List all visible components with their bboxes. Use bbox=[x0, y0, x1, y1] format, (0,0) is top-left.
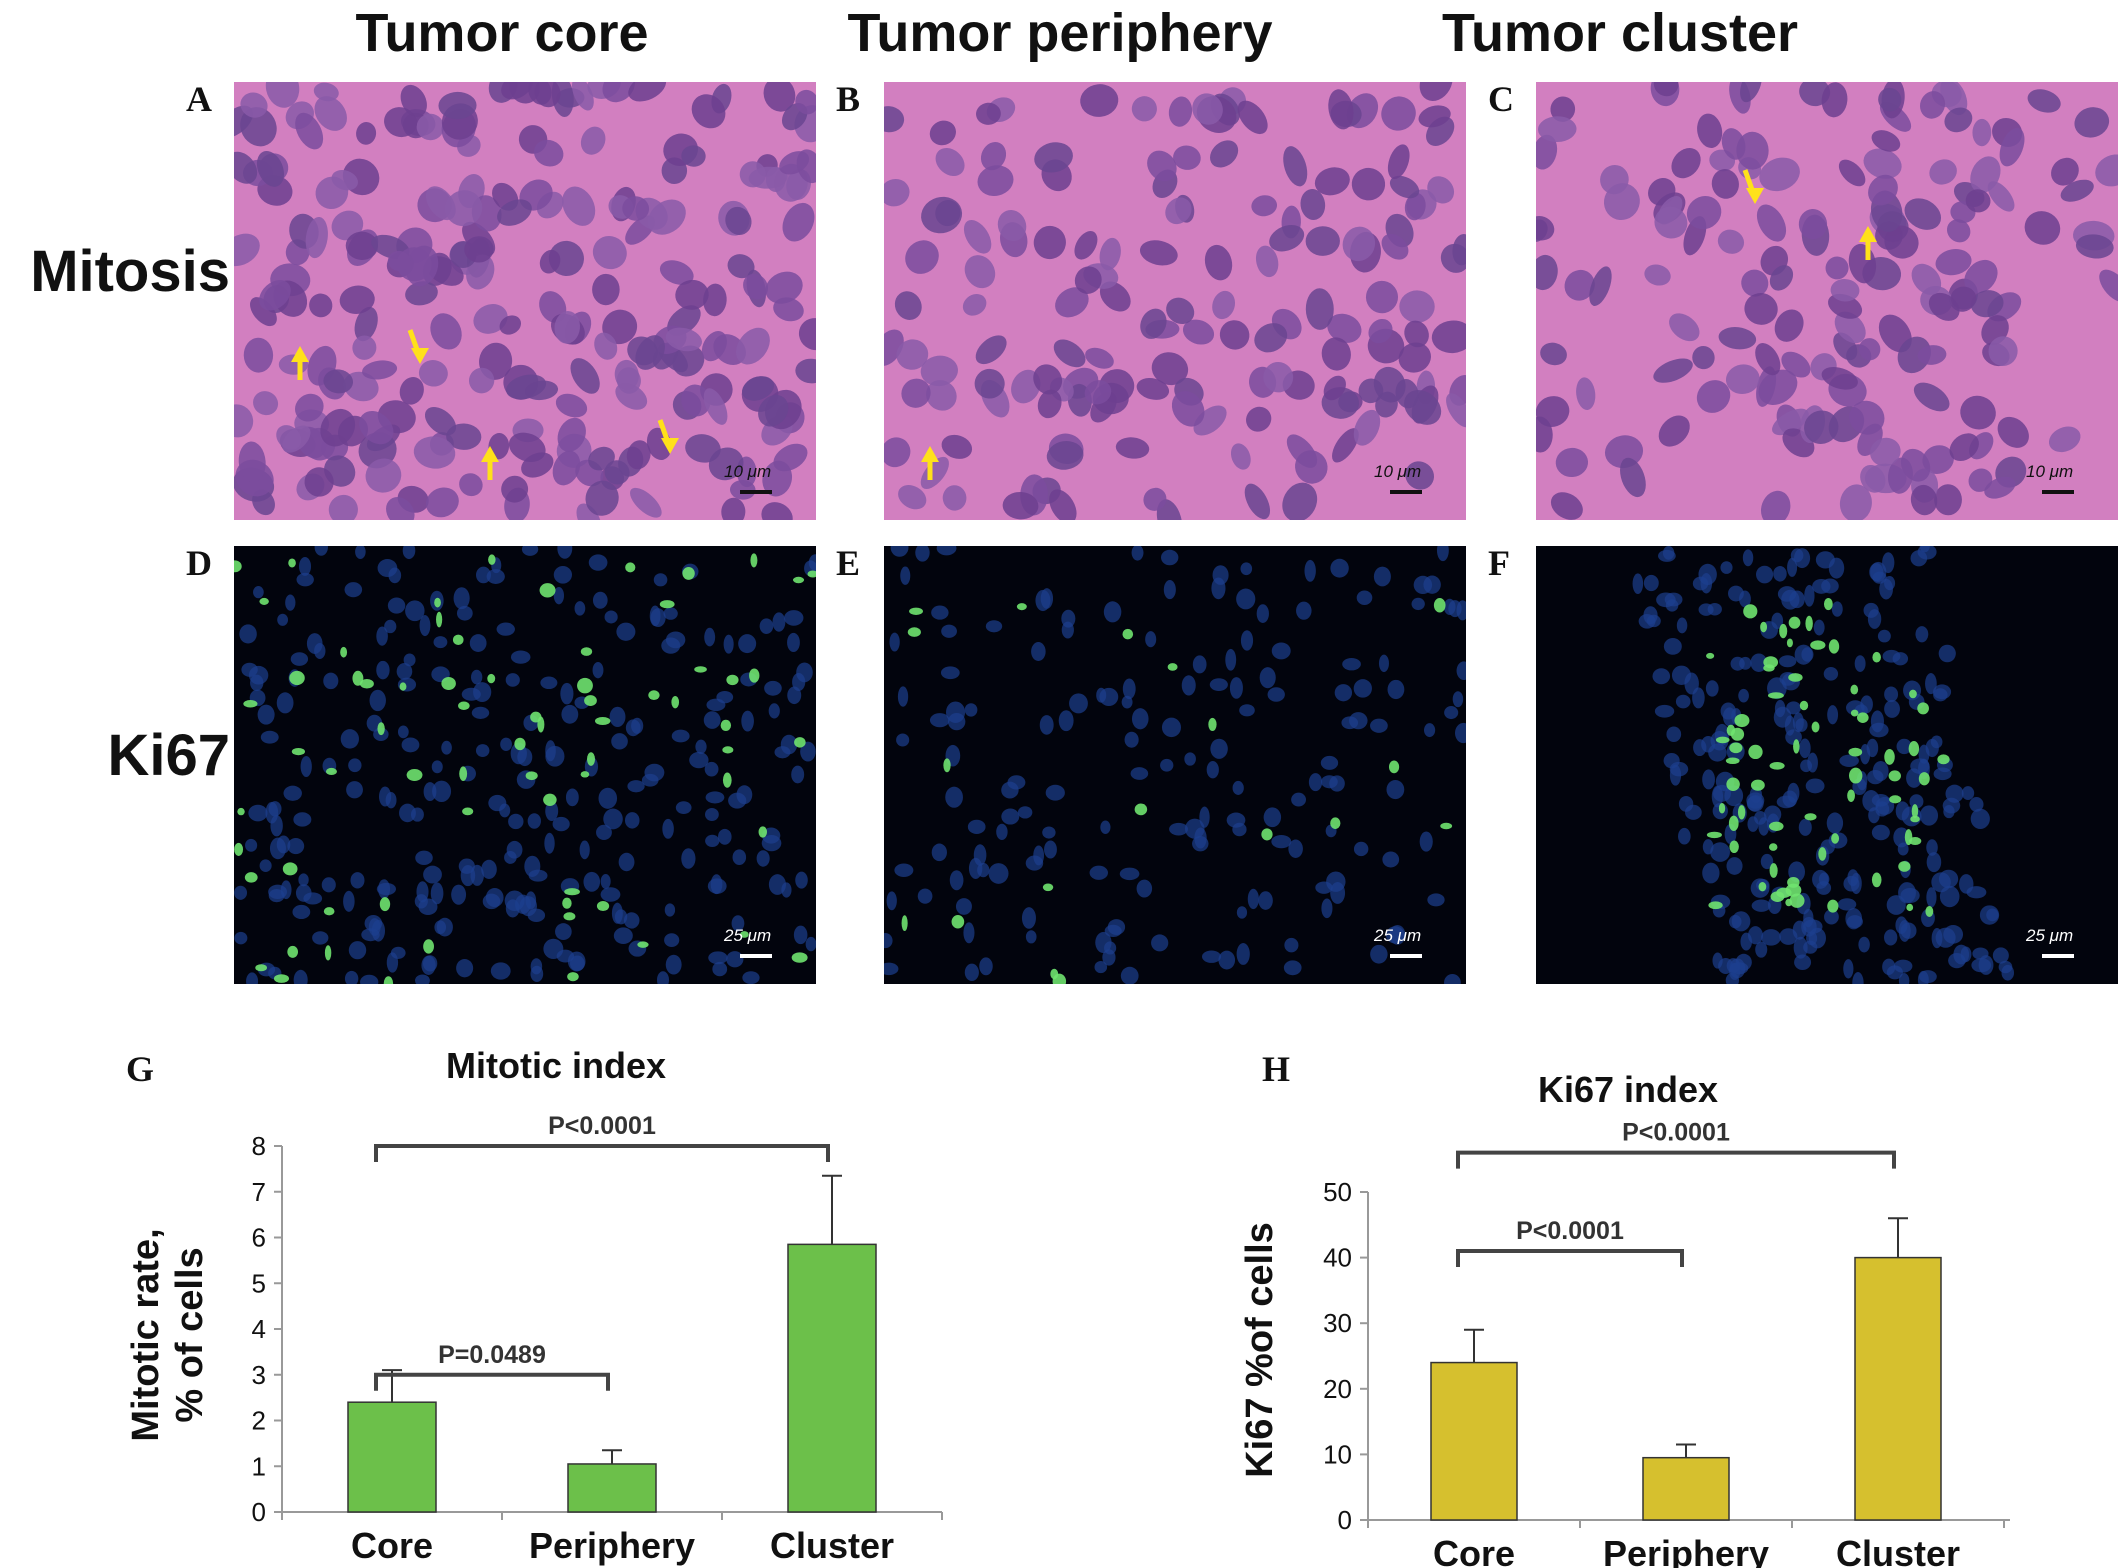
scale-bar-label: 25 μm bbox=[724, 926, 772, 945]
bar-core bbox=[347, 1401, 437, 1513]
row-label-ki67: Ki67 bbox=[107, 723, 230, 788]
scale-bar bbox=[2042, 954, 2074, 958]
bar-periphery bbox=[1642, 1456, 1730, 1521]
p-value-label: P<0.0001 bbox=[1622, 1119, 1730, 1147]
x-tick-label: Periphery bbox=[1603, 1533, 1769, 1568]
scale-bar bbox=[2042, 490, 2074, 494]
scale-bar-label: 10 μm bbox=[724, 462, 772, 481]
y-tick-label: 6 bbox=[252, 1223, 266, 1253]
scale-bar bbox=[740, 954, 772, 958]
ki67-micrograph-f bbox=[1536, 546, 2118, 984]
y-tick-label: 40 bbox=[1323, 1243, 1352, 1273]
panel-letter-b: B bbox=[836, 79, 861, 119]
scale-bar-label: 25 μm bbox=[2026, 926, 2074, 945]
bar-core bbox=[1430, 1361, 1518, 1521]
x-tick-label: Periphery bbox=[529, 1525, 695, 1566]
he-micrograph-c bbox=[1536, 82, 2118, 520]
y-tick-label: 50 bbox=[1323, 1177, 1352, 1207]
y-tick-label: 2 bbox=[252, 1406, 266, 1436]
x-tick-label: Cluster bbox=[1836, 1533, 1960, 1568]
x-tick-label: Core bbox=[351, 1525, 433, 1566]
y-tick-label: 5 bbox=[252, 1268, 266, 1298]
column-header-periphery: Tumor periphery bbox=[847, 3, 1273, 63]
panel-letter-c: C bbox=[1488, 79, 1514, 119]
y-tick-label: 20 bbox=[1323, 1374, 1352, 1404]
scale-bar-label: 10 μm bbox=[2026, 462, 2074, 481]
scale-bar-label: 25 μm bbox=[1374, 926, 1422, 945]
panel-letter-a: A bbox=[186, 79, 212, 119]
scale-bar bbox=[740, 490, 772, 494]
y-tick-label: 3 bbox=[252, 1360, 266, 1390]
scale-bar-label: 10 μm bbox=[1374, 462, 1422, 481]
y-tick-label: 10 bbox=[1323, 1439, 1352, 1469]
scale-bar bbox=[1390, 490, 1422, 494]
y-tick-label: 1 bbox=[252, 1451, 266, 1481]
ki67-micrograph-e bbox=[884, 546, 1466, 984]
y-tick-label: 30 bbox=[1323, 1308, 1352, 1338]
panel-letter-h: H bbox=[1262, 1049, 1291, 1089]
y-tick-label: 8 bbox=[252, 1131, 266, 1161]
mitotic-index-svg: Mitotic index 0 1 2 3 4 5 6 7 8 Mitotic rate,% of … bbox=[125, 1045, 943, 1566]
panel-letter-g: G bbox=[126, 1049, 155, 1089]
he-micrograph-b bbox=[884, 82, 1466, 520]
x-tick-label: Core bbox=[1433, 1533, 1515, 1568]
bar-periphery bbox=[567, 1463, 657, 1513]
significance-bracket: P<0.0001 bbox=[1456, 1217, 1684, 1268]
y-axis-label: Ki67 %of cells bbox=[1239, 1222, 1281, 1478]
y-axis-label: Mitotic rate,% of cells bbox=[125, 1228, 211, 1441]
he-micrograph-a bbox=[234, 82, 816, 520]
y-tick-label: 0 bbox=[252, 1497, 266, 1527]
row-label-mitosis: Mitosis bbox=[30, 239, 230, 304]
p-value-label: P<0.0001 bbox=[548, 1112, 656, 1140]
significance-bracket: P<0.0001 bbox=[1456, 1119, 1896, 1169]
panel-letter-d: D bbox=[186, 543, 212, 583]
significance-bracket: P<0.0001 bbox=[374, 1112, 830, 1162]
panel-letter-f: F bbox=[1488, 543, 1510, 583]
ki67-micrograph-d bbox=[234, 546, 816, 984]
column-header-cluster: Tumor cluster bbox=[1441, 3, 1799, 63]
p-value-label: P<0.0001 bbox=[1516, 1217, 1624, 1245]
bar-cluster bbox=[1854, 1256, 1942, 1521]
bar-cluster bbox=[787, 1243, 877, 1513]
y-tick-label: 0 bbox=[1338, 1505, 1352, 1535]
panel-letter-e: E bbox=[836, 543, 861, 583]
p-value-label: P=0.0489 bbox=[438, 1341, 546, 1369]
significance-bracket: P=0.0489 bbox=[374, 1341, 610, 1391]
chart-title: Ki67 index bbox=[1538, 1069, 1718, 1110]
chart-title: Mitotic index bbox=[446, 1045, 666, 1086]
column-header-core: Tumor core bbox=[355, 3, 649, 63]
x-tick-label: Cluster bbox=[770, 1525, 894, 1566]
mitotic-index-chart: Mitotic index 0 1 2 3 4 5 6 7 8 Mitotic rate,% of … bbox=[0, 0, 1000, 1568]
y-tick-label: 4 bbox=[252, 1314, 266, 1344]
y-tick-label: 7 bbox=[252, 1177, 266, 1207]
scale-bar bbox=[1390, 954, 1422, 958]
